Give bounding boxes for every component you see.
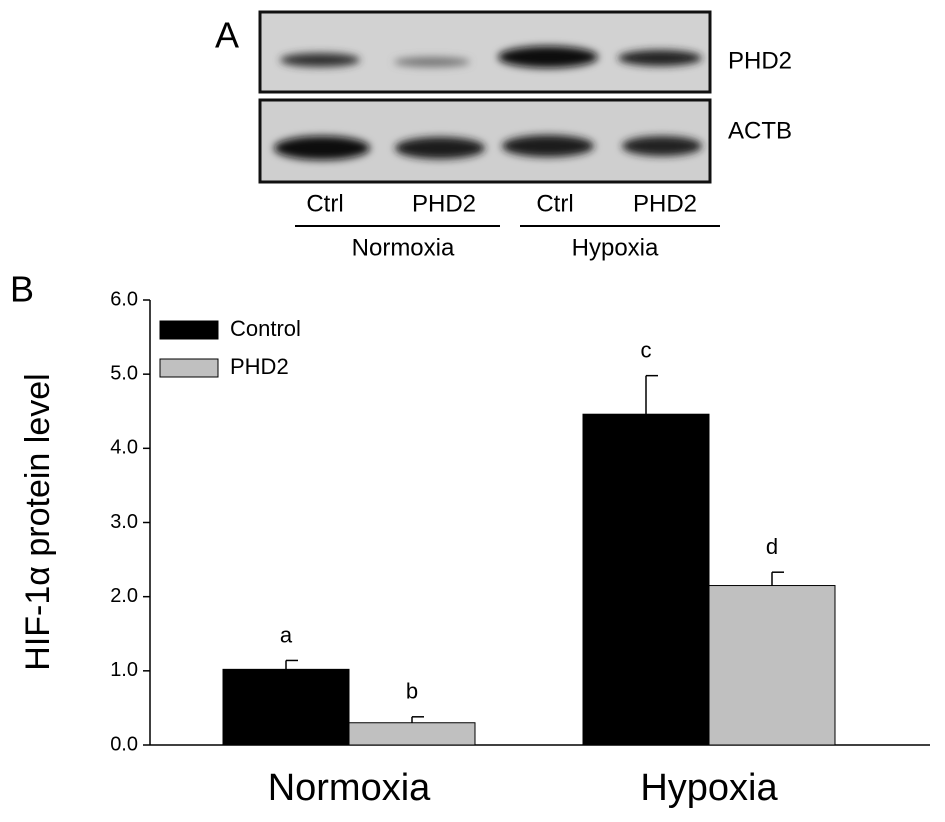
- y-axis-label: HIF-1α protein level: [19, 373, 57, 670]
- bar-annotation: c: [641, 337, 652, 362]
- legend-label: Control: [230, 316, 301, 341]
- bar-annotation: d: [766, 534, 778, 559]
- legend-label: PHD2: [230, 354, 289, 379]
- legend-swatch: [159, 358, 219, 378]
- y-tick-label: 1.0: [110, 659, 138, 681]
- bar: [222, 668, 350, 746]
- lane-label: PHD2: [412, 190, 476, 217]
- y-tick-label: 2.0: [110, 585, 138, 607]
- x-tick-label: Normoxia: [268, 767, 431, 809]
- panel-label: A: [215, 15, 239, 56]
- bar: [348, 722, 476, 746]
- bands: [274, 46, 702, 160]
- y-tick-label: 4.0: [110, 437, 138, 459]
- legend-swatch: [159, 320, 219, 340]
- panel-label: B: [10, 269, 34, 310]
- group-label: Normoxia: [352, 234, 455, 261]
- lane-label: Ctrl: [306, 190, 343, 217]
- row-label: PHD2: [728, 47, 792, 74]
- lane-label: PHD2: [633, 190, 697, 217]
- y-tick-label: 5.0: [110, 362, 138, 384]
- row-label: ACTB: [728, 117, 792, 144]
- group-label: Hypoxia: [572, 234, 659, 261]
- y-tick-label: 6.0: [110, 288, 138, 310]
- x-tick-label: Hypoxia: [640, 767, 778, 809]
- lane-label: Ctrl: [536, 190, 573, 217]
- bar: [708, 585, 836, 746]
- bar-annotation: a: [280, 622, 293, 647]
- y-tick-label: 0.0: [110, 733, 138, 755]
- y-tick-label: 3.0: [110, 511, 138, 533]
- bar-annotation: b: [406, 679, 418, 704]
- bar: [582, 413, 710, 746]
